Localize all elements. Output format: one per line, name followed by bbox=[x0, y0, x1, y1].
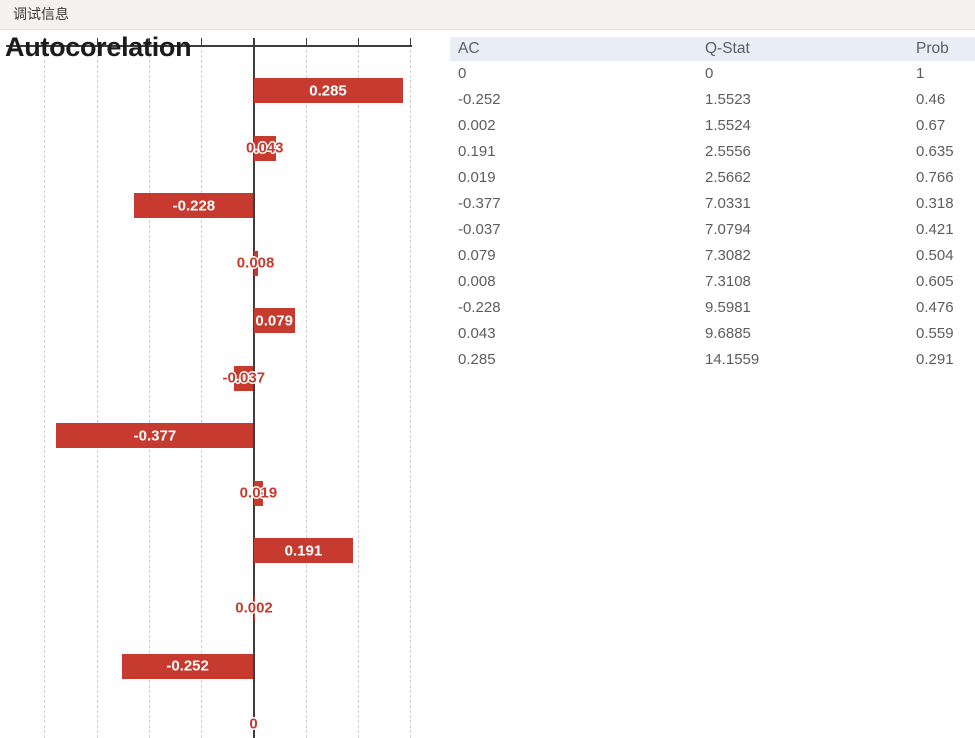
cell-qstat: 2.5662 bbox=[705, 169, 751, 186]
bar-value-label: 0.002 bbox=[235, 599, 273, 617]
cell-prob: 0.46 bbox=[916, 91, 946, 108]
cell-ac: -0.377 bbox=[458, 195, 501, 212]
chart-bar[interactable] bbox=[253, 250, 258, 276]
bar-value-label: 0.043 bbox=[245, 139, 284, 157]
cell-ac: 0.043 bbox=[458, 325, 496, 342]
panel-titlebar: 调试信息 bbox=[0, 0, 975, 30]
chart-bar[interactable] bbox=[253, 538, 354, 564]
axis-tick bbox=[96, 38, 98, 46]
cell-prob: 0.476 bbox=[916, 299, 954, 316]
cell-qstat: 7.0794 bbox=[705, 221, 751, 238]
axis-tick bbox=[253, 38, 255, 46]
table-row: -0.228 9.5981 0.476 bbox=[450, 295, 975, 321]
axis-tick bbox=[410, 38, 412, 46]
cell-qstat: 9.5981 bbox=[705, 299, 751, 316]
cell-prob: 0.605 bbox=[916, 273, 954, 290]
cell-ac: -0.252 bbox=[458, 91, 501, 108]
table-row: 0.079 7.3082 0.504 bbox=[450, 243, 975, 269]
cell-ac: 0.002 bbox=[458, 117, 496, 134]
cell-qstat: 2.5556 bbox=[705, 143, 751, 160]
cell-prob: 0.559 bbox=[916, 325, 954, 342]
cell-prob: 0.67 bbox=[916, 117, 946, 134]
bar-value-label: 0.019 bbox=[239, 484, 278, 502]
column-header-qstat: Q-Stat bbox=[705, 40, 750, 57]
chart-bar[interactable] bbox=[253, 78, 403, 103]
cell-qstat: 14.1559 bbox=[705, 351, 760, 368]
chart-bar[interactable] bbox=[253, 135, 276, 161]
cell-ac: 0.285 bbox=[458, 351, 496, 368]
table-row: 0 0 1 bbox=[450, 61, 975, 87]
cell-qstat: 1.5523 bbox=[705, 91, 751, 108]
bar-value-label: 0.191 bbox=[284, 542, 323, 560]
table-row: -0.037 7.0794 0.421 bbox=[450, 217, 975, 243]
bar-value-label: -0.037 bbox=[222, 369, 266, 387]
bar-value-label: -0.377 bbox=[133, 427, 177, 445]
table-row: -0.377 7.0331 0.318 bbox=[450, 191, 975, 217]
cell-prob: 0.318 bbox=[916, 195, 954, 212]
gridline bbox=[410, 50, 412, 738]
column-header-ac: AC bbox=[458, 40, 480, 57]
axis-tick bbox=[358, 38, 360, 46]
cell-ac: 0 bbox=[458, 65, 467, 82]
cell-ac: 0.079 bbox=[458, 247, 496, 264]
gridline bbox=[305, 50, 307, 738]
gridline bbox=[96, 50, 98, 738]
cell-prob: 0.504 bbox=[916, 247, 954, 264]
cell-ac: 0.191 bbox=[458, 143, 496, 160]
chart-bar[interactable] bbox=[56, 423, 254, 449]
chart-bar[interactable] bbox=[253, 595, 255, 621]
cell-qstat: 0 bbox=[705, 65, 714, 82]
column-header-prob: Prob bbox=[916, 40, 949, 57]
cell-prob: 0.635 bbox=[916, 143, 954, 160]
bar-value-label: 0.008 bbox=[236, 254, 275, 272]
chart-title: Autocorelation bbox=[5, 32, 192, 62]
cell-ac: 0.008 bbox=[458, 273, 496, 290]
table-row: 0.043 9.6885 0.559 bbox=[450, 321, 975, 347]
chart-bar[interactable] bbox=[121, 653, 254, 679]
axis-tick bbox=[305, 38, 307, 46]
cell-prob: 0.421 bbox=[916, 221, 954, 238]
bar-value-label: 0 bbox=[249, 715, 258, 733]
cell-ac: -0.037 bbox=[458, 221, 501, 238]
panel-title: 调试信息 bbox=[13, 6, 69, 22]
chart-bar[interactable] bbox=[253, 480, 264, 506]
zero-baseline bbox=[252, 38, 255, 738]
table-row: -0.252 1.5523 0.46 bbox=[450, 87, 975, 113]
gridline bbox=[358, 50, 360, 738]
axis-tick bbox=[44, 38, 46, 46]
cell-qstat: 7.3108 bbox=[705, 273, 751, 290]
bar-value-label: 0.285 bbox=[309, 82, 347, 99]
chart-top-axis bbox=[6, 45, 412, 47]
table-row: 0.008 7.3108 0.605 bbox=[450, 269, 975, 295]
bar-value-label: 0.079 bbox=[255, 312, 293, 330]
chart-bar[interactable] bbox=[234, 365, 254, 391]
cell-qstat: 9.6885 bbox=[705, 325, 751, 342]
table-header-row: AC Q-Stat Prob bbox=[450, 37, 975, 61]
bar-value-label: -0.228 bbox=[172, 197, 216, 215]
cell-qstat: 1.5524 bbox=[705, 117, 751, 134]
cell-prob: 1 bbox=[916, 65, 925, 82]
chart-bar[interactable] bbox=[134, 193, 254, 219]
table-row: 0.285 14.1559 0.291 bbox=[450, 347, 975, 373]
cell-qstat: 7.0331 bbox=[705, 195, 751, 212]
gridline bbox=[148, 50, 150, 738]
table-row: 0.019 2.5662 0.766 bbox=[450, 165, 975, 191]
axis-tick bbox=[148, 38, 150, 46]
table-row: 0.191 2.5556 0.635 bbox=[450, 139, 975, 165]
chart-bar[interactable] bbox=[253, 308, 295, 334]
gridline bbox=[44, 50, 46, 738]
cell-ac: 0.019 bbox=[458, 169, 496, 186]
gridline bbox=[201, 50, 203, 738]
cell-ac: -0.228 bbox=[458, 299, 501, 316]
table-row: 0.002 1.5524 0.67 bbox=[450, 113, 975, 139]
stats-table: AC Q-Stat Prob 0 0 1 -0.252 1.5523 0.46 0.002 1… bbox=[450, 37, 975, 373]
bar-value-label: -0.252 bbox=[166, 657, 209, 675]
cell-qstat: 7.3082 bbox=[705, 247, 751, 264]
cell-prob: 0.766 bbox=[916, 169, 954, 186]
table-body: 0 0 1 -0.252 1.5523 0.46 0.002 1.5524 0.67 0.191 2… bbox=[450, 61, 975, 373]
axis-tick bbox=[201, 38, 203, 46]
cell-prob: 0.291 bbox=[916, 351, 954, 368]
